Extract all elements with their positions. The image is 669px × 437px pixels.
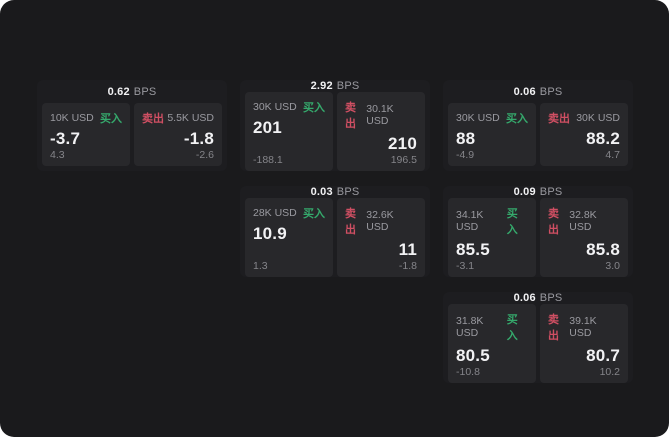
spread-value: 0.03 [310, 186, 333, 198]
sell-delta: 4.7 [605, 149, 620, 161]
sell-price: 85.8 [586, 240, 620, 259]
spread-unit: BPS [336, 80, 360, 92]
sell-panel[interactable]: 卖出 30K USD 88.2 4.7 [540, 103, 628, 166]
spread-value: 0.06 [513, 292, 536, 304]
buy-delta: -10.8 [456, 365, 480, 378]
sell-size: 5.5K USD [167, 112, 214, 125]
quote-card: 0.06 BPS 30K USD 买入 88 -4.9 卖出 30K USD [443, 80, 633, 171]
sell-price: 11 [398, 240, 417, 259]
buy-side-label: 买入 [303, 102, 325, 114]
buy-size: 34.1K USD [456, 209, 484, 233]
buy-delta: -3.1 [456, 259, 475, 272]
buy-size: 30K USD [456, 112, 500, 125]
sell-size: 39.1K USD [569, 315, 597, 339]
buy-price: 201 [253, 118, 282, 137]
buy-size: 28K USD [253, 207, 297, 219]
buy-panel[interactable]: 30K USD 买入 201 -188.1 [245, 92, 333, 171]
spread-unit: BPS [133, 85, 157, 98]
quote-card: 2.92 BPS 30K USD 买入 201 -188.1 卖出 30.1K … [240, 80, 430, 171]
buy-panel[interactable]: 10K USD 买入 -3.7 4.3 [42, 103, 130, 166]
sell-size: 30.1K USD [366, 103, 394, 127]
buy-delta: -4.9 [456, 149, 475, 161]
sell-delta: 10.2 [599, 365, 620, 378]
quote-card: 0.09 BPS 34.1K USD 买入 85.5 -3.1 卖出 32.8K… [443, 186, 633, 277]
spread-unit: BPS [539, 186, 563, 198]
buy-delta: 4.3 [50, 149, 65, 161]
sell-delta: -2.6 [195, 149, 214, 161]
sell-side-label: 卖出 [345, 208, 356, 236]
buy-panel[interactable]: 31.8K USD 买入 80.5 -10.8 [448, 304, 536, 383]
quote-card: 0.06 BPS 31.8K USD 买入 80.5 -10.8 卖出 39.1… [443, 292, 633, 383]
sell-side-label: 卖出 [142, 113, 164, 126]
buy-side-label: 买入 [100, 113, 122, 126]
sell-price: 88.2 [586, 129, 620, 149]
buy-side-label: 买入 [506, 314, 518, 342]
sell-side-label: 卖出 [548, 314, 559, 342]
buy-panel[interactable]: 28K USD 买入 10.9 1.3 [245, 198, 333, 277]
sell-price: 210 [388, 134, 417, 153]
sell-price: -1.8 [183, 129, 214, 149]
buy-price: 10.9 [253, 224, 287, 243]
spread-header: 0.06 BPS [448, 80, 628, 103]
buy-price: 85.5 [456, 240, 490, 259]
sell-size: 32.6K USD [366, 209, 394, 233]
spread-value: 0.09 [513, 186, 536, 198]
spread-value: 0.62 [107, 85, 130, 98]
sell-panel[interactable]: 卖出 39.1K USD 80.7 10.2 [540, 304, 628, 383]
sell-side-label: 卖出 [345, 102, 356, 130]
spread-unit: BPS [539, 85, 563, 98]
spread-unit: BPS [539, 292, 563, 304]
sell-panel[interactable]: 卖出 32.8K USD 85.8 3.0 [540, 198, 628, 277]
sell-side-label: 卖出 [548, 208, 559, 236]
buy-side-label: 买入 [506, 113, 528, 126]
buy-side-label: 买入 [303, 208, 325, 220]
sell-delta: 196.5 [390, 153, 417, 166]
sell-panel[interactable]: 卖出 5.5K USD -1.8 -2.6 [134, 103, 222, 166]
sell-delta: -1.8 [398, 259, 417, 272]
spread-header: 0.62 BPS [42, 80, 222, 103]
sell-delta: 3.0 [605, 259, 620, 272]
spread-value: 0.06 [513, 85, 536, 98]
spread-header: 0.03 BPS [245, 186, 425, 198]
quote-card: 0.03 BPS 28K USD 买入 10.9 1.3 卖出 32.6K US… [240, 186, 430, 277]
sell-price: 80.7 [586, 346, 620, 365]
buy-delta: -188.1 [253, 153, 283, 166]
buy-size: 30K USD [253, 101, 297, 113]
buy-panel[interactable]: 34.1K USD 买入 85.5 -3.1 [448, 198, 536, 277]
spread-header: 0.09 BPS [448, 186, 628, 198]
buy-price: 80.5 [456, 346, 490, 365]
quote-card: 0.62 BPS 10K USD 买入 -3.7 4.3 卖出 5.5K USD [37, 80, 227, 171]
spread-header: 2.92 BPS [245, 80, 425, 92]
quote-card-grid: 0.62 BPS 10K USD 买入 -3.7 4.3 卖出 5.5K USD [37, 80, 633, 383]
buy-price: 88 [456, 129, 476, 149]
sell-size: 32.8K USD [569, 209, 597, 233]
sell-size: 30K USD [576, 112, 620, 125]
buy-size: 31.8K USD [456, 315, 484, 339]
spread-value: 2.92 [310, 80, 333, 92]
buy-size: 10K USD [50, 112, 94, 125]
sell-panel[interactable]: 卖出 32.6K USD 11 -1.8 [337, 198, 425, 277]
spread-unit: BPS [336, 186, 360, 198]
spread-header: 0.06 BPS [448, 292, 628, 304]
buy-price: -3.7 [50, 129, 81, 149]
buy-side-label: 买入 [506, 208, 518, 236]
buy-delta: 1.3 [253, 259, 268, 272]
sell-side-label: 卖出 [548, 113, 570, 126]
sell-panel[interactable]: 卖出 30.1K USD 210 196.5 [337, 92, 425, 171]
buy-panel[interactable]: 30K USD 买入 88 -4.9 [448, 103, 536, 166]
